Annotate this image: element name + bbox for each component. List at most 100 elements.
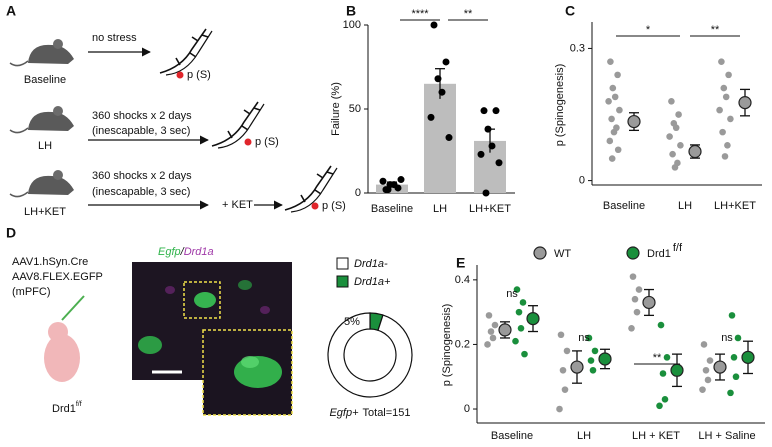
- mouse-tail: [9, 191, 29, 198]
- mean-marker: [498, 323, 512, 337]
- data-point: [614, 146, 622, 154]
- image-label-part: /: [180, 246, 185, 258]
- outcome-text: p (S): [322, 200, 346, 212]
- data-point: [485, 312, 493, 319]
- mean-marker: [526, 312, 540, 326]
- data-point: [734, 334, 742, 342]
- data-point: [605, 97, 612, 105]
- data-point: [430, 21, 438, 29]
- y-tick-label: 0.4: [455, 274, 470, 286]
- data-point: [722, 93, 730, 101]
- sig-label: **: [711, 24, 720, 36]
- data-point: [589, 366, 597, 374]
- data-point: [629, 273, 637, 280]
- y-axis-label: p (Spinogenesis): [554, 64, 566, 147]
- data-point: [635, 286, 643, 293]
- image-label-part: Drd1a: [184, 246, 214, 258]
- dendrite: [217, 103, 265, 149]
- condition-text: no stress: [92, 32, 137, 44]
- mouse-icon: [28, 175, 74, 195]
- legend-marker: [626, 246, 640, 260]
- donut-segment: [327, 312, 413, 398]
- data-point: [661, 396, 669, 403]
- data-point: [434, 75, 442, 83]
- data-point: [725, 71, 732, 79]
- data-point: [563, 347, 571, 355]
- mouse-genotype: Drd1f/f: [52, 401, 82, 415]
- data-point: [390, 181, 398, 189]
- condition-text: 360 shocks x 2 days: [92, 110, 192, 122]
- x-tick-label: LH+KET: [714, 200, 756, 212]
- data-point: [720, 84, 728, 92]
- legend-swatch: [336, 257, 349, 270]
- sig-label: ns: [721, 332, 733, 344]
- x-tick-label: Baseline: [371, 203, 413, 215]
- condition-name: LH: [38, 140, 52, 152]
- genotype-sup: f/f: [76, 401, 82, 408]
- data-point: [427, 113, 435, 121]
- data-point: [699, 386, 706, 393]
- mouse-ear: [53, 39, 63, 49]
- legend-label: Drd1: [647, 248, 671, 260]
- mean-marker: [741, 350, 755, 364]
- data-point: [556, 405, 563, 413]
- x-tick-label: LH + Saline: [698, 430, 755, 442]
- legend-label: Drd1a+: [354, 276, 391, 288]
- image-label: Egfp/Drd1a: [158, 246, 214, 258]
- data-point: [488, 142, 496, 150]
- mean-marker: [627, 114, 641, 129]
- data-point: [492, 107, 500, 115]
- dendrite: [290, 167, 338, 213]
- mouse-tail: [9, 127, 29, 134]
- data-point: [561, 386, 569, 393]
- virus-text: (mPFC): [12, 286, 51, 298]
- dendrite: [284, 165, 334, 211]
- data-point: [559, 366, 567, 374]
- data-point: [607, 58, 614, 65]
- data-point: [442, 58, 450, 66]
- mean-marker: [570, 360, 584, 374]
- data-point: [487, 328, 495, 335]
- mouse-tail: [9, 60, 29, 67]
- data-point: [557, 331, 565, 339]
- mouse-ear: [53, 170, 63, 180]
- pup-illustration: [44, 295, 85, 382]
- data-point: [397, 176, 405, 184]
- data-point: [656, 402, 663, 410]
- data-point: [728, 312, 736, 319]
- x-tick-label: Baseline: [491, 430, 533, 442]
- legend-superscript: f/f: [673, 242, 683, 254]
- data-point: [671, 164, 679, 171]
- data-point: [657, 321, 665, 329]
- data-point: [609, 84, 617, 92]
- data-point: [659, 370, 667, 377]
- data-point: [719, 128, 726, 136]
- total-label: Egfp+: [329, 407, 359, 419]
- y-tick-label: 100: [343, 19, 361, 31]
- virus-text: AAV8.FLEX.EGFP: [12, 271, 103, 283]
- condition-name: LH+KET: [24, 206, 66, 218]
- data-point: [519, 299, 527, 306]
- virus-text: AAV1.hSyn.Cre: [12, 256, 88, 268]
- y-tick-label: 0.2: [455, 338, 470, 350]
- data-point: [718, 58, 725, 65]
- data-point: [489, 334, 497, 342]
- data-point: [633, 308, 641, 316]
- panel-letter: C: [565, 3, 575, 19]
- mouse-icon: [28, 111, 74, 131]
- outcome-text: p (S): [187, 69, 211, 81]
- sig-label: **: [653, 352, 662, 364]
- data-point: [668, 97, 675, 105]
- data-point: [663, 354, 671, 361]
- y-tick-label: 0: [355, 187, 361, 199]
- mean-marker: [713, 360, 727, 374]
- data-point: [608, 155, 616, 162]
- data-point: [585, 334, 593, 342]
- data-point: [482, 189, 490, 197]
- data-point: [515, 308, 523, 316]
- mean-marker: [670, 363, 684, 377]
- data-point: [666, 133, 673, 140]
- legend-marker: [533, 246, 547, 260]
- data-point: [484, 341, 491, 348]
